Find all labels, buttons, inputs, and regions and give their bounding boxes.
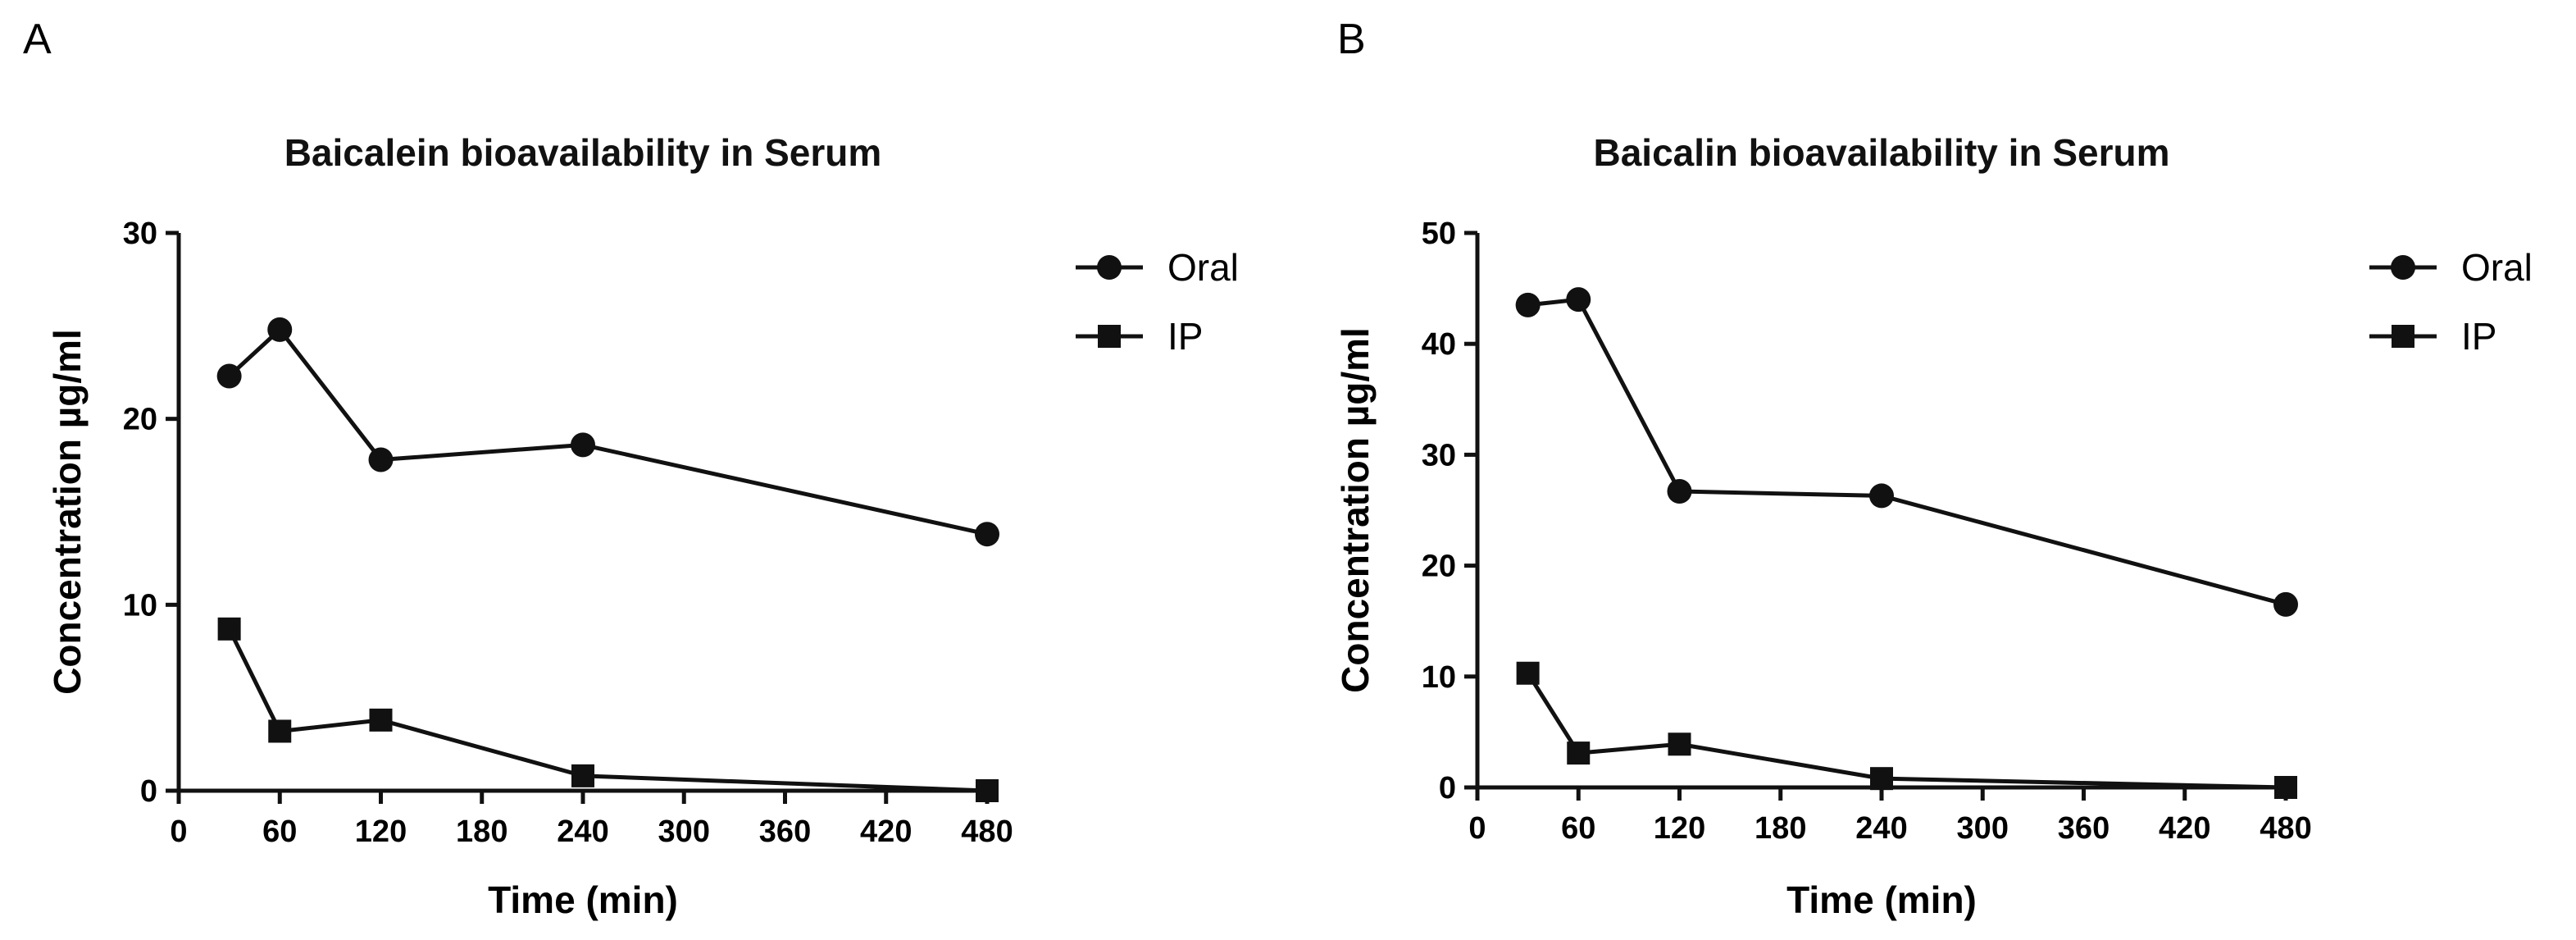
y-tick-label: 10 (123, 588, 157, 623)
data-point-ip (1567, 742, 1591, 765)
data-point-ip (1668, 732, 1691, 756)
data-point-ip (217, 617, 241, 641)
panel-label-b: B (1337, 16, 1366, 63)
series-line-oral (1527, 297, 2287, 607)
x-tick-label: 360 (2058, 811, 2109, 846)
legend-marker-ip (2392, 325, 2414, 348)
chart-b: Baicalin bioavailability in Serum 0 10 20 30… (1334, 131, 2533, 921)
data-point-oral (1869, 483, 1894, 509)
x-tick-label: 180 (456, 815, 507, 849)
x-tick-label: 240 (557, 815, 608, 849)
data-point-oral (368, 447, 394, 472)
legend-marker-oral (1097, 255, 1122, 280)
y-tick-label: 40 (1422, 327, 1456, 362)
chart-title: Baicalin bioavailability in Serum (1593, 131, 2169, 174)
x-axis-label: Time (min) (488, 878, 678, 921)
data-point-oral (1566, 287, 1591, 313)
x-tick-label: 480 (961, 815, 1013, 849)
x-tick-label: 420 (860, 815, 912, 849)
panel-label-a: A (23, 16, 52, 63)
data-point-ip (571, 764, 594, 787)
y-tick-label: 50 (1422, 217, 1456, 251)
legend-label-oral: Oral (2461, 246, 2533, 289)
data-point-oral (2273, 591, 2298, 617)
x-tick-label: 60 (1561, 811, 1595, 846)
y-tick-label: 30 (1422, 438, 1456, 472)
legend-marker-ip (1098, 325, 1121, 348)
data-point-oral (1667, 479, 1692, 504)
series-line-ip (1526, 672, 2287, 790)
chart-a: Baicalein bioavailability in Serum 0 10 20 3… (46, 131, 1239, 921)
data-point-ip (1870, 767, 1893, 791)
legend-marker-oral (2391, 255, 2415, 280)
x-tick-label: 300 (1957, 811, 2009, 846)
legend-label-oral: Oral (1167, 246, 1239, 289)
data-point-oral (571, 432, 595, 458)
y-axis-label: Concentration µg/ml (1334, 327, 1377, 693)
data-point-oral (1515, 292, 1541, 317)
x-tick-label: 180 (1755, 811, 1806, 846)
x-axis-label: Time (min) (1786, 878, 1977, 921)
y-tick-label: 20 (1422, 550, 1456, 584)
x-tick-label: 0 (1468, 811, 1486, 846)
panel-b: B Baicalin bioavailability in Serum 0 10 20… (1288, 0, 2576, 940)
data-point-ip (2274, 776, 2297, 799)
y-tick-label: 0 (140, 774, 157, 809)
data-point-oral (216, 363, 242, 389)
y-tick-label: 10 (1422, 660, 1456, 695)
x-tick-label: 360 (759, 815, 811, 849)
chart-title: Baicalein bioavailability in Serum (284, 131, 882, 174)
x-tick-label: 300 (658, 815, 710, 849)
data-point-ip (369, 708, 393, 732)
y-axis-label: Concentration µg/ml (46, 329, 89, 695)
x-tick-label: 120 (355, 815, 407, 849)
y-tick-label: 30 (123, 217, 157, 251)
x-tick-label: 0 (170, 815, 187, 849)
x-tick-label: 480 (2260, 811, 2311, 846)
x-tick-label: 120 (1654, 811, 1705, 846)
series-line-ip (227, 627, 988, 793)
legend-label-ip: IP (1167, 315, 1203, 358)
legend-label-ip: IP (2461, 315, 2496, 358)
panel-a: A Baicalein bioavailability in Serum 0 10 2… (23, 16, 1239, 921)
series-line-oral (227, 327, 988, 536)
x-tick-label: 60 (262, 815, 297, 849)
data-point-ip (976, 779, 999, 802)
data-point-oral (267, 317, 293, 342)
y-tick-label: 0 (1439, 771, 1456, 805)
data-point-ip (268, 719, 292, 743)
data-point-oral (975, 522, 999, 547)
x-tick-label: 420 (2159, 811, 2210, 846)
data-point-ip (1516, 661, 1540, 685)
x-tick-label: 240 (1855, 811, 1907, 846)
y-tick-label: 20 (123, 403, 157, 437)
